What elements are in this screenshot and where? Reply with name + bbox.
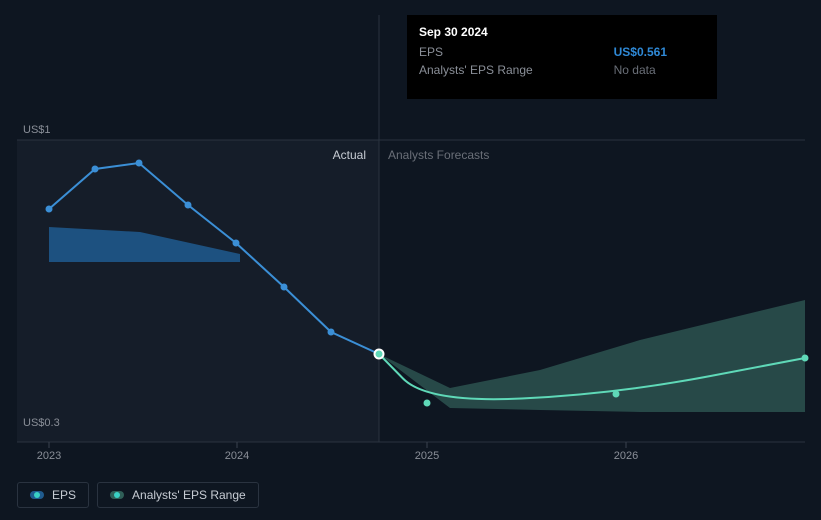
legend-swatch-icon	[110, 491, 124, 499]
y-axis-label: US$0.3	[23, 417, 60, 429]
tooltip-row-value: No data	[614, 61, 705, 79]
x-axis-label: 2024	[225, 450, 249, 462]
legend-item-label: Analysts' EPS Range	[132, 488, 246, 502]
x-axis-label: 2025	[415, 450, 439, 462]
x-axis-label: 2023	[37, 450, 61, 462]
tooltip-row: EPSUS$0.561	[419, 43, 705, 61]
tooltip-row-value: US$0.561	[614, 43, 705, 61]
x-axis-label: 2026	[614, 450, 638, 462]
legend-item[interactable]: EPS	[17, 482, 89, 508]
legend-item[interactable]: Analysts' EPS Range	[97, 482, 259, 508]
chart-legend: EPS Analysts' EPS Range	[17, 482, 259, 508]
eps-chart: Actual Analysts Forecasts Sep 30 2024 EP…	[0, 0, 821, 520]
chart-tooltip: Sep 30 2024 EPSUS$0.561Analysts' EPS Ran…	[407, 15, 717, 99]
tooltip-row-label: EPS	[419, 43, 614, 61]
region-label-actual: Actual	[0, 148, 372, 162]
tooltip-row: Analysts' EPS RangeNo data	[419, 61, 705, 79]
y-axis-label: US$1	[23, 124, 51, 136]
legend-item-label: EPS	[52, 488, 76, 502]
tooltip-table: EPSUS$0.561Analysts' EPS RangeNo data	[419, 43, 705, 79]
tooltip-date: Sep 30 2024	[419, 23, 705, 41]
tooltip-row-label: Analysts' EPS Range	[419, 61, 614, 79]
region-label-forecast: Analysts Forecasts	[388, 148, 489, 162]
legend-swatch-icon	[30, 491, 44, 499]
